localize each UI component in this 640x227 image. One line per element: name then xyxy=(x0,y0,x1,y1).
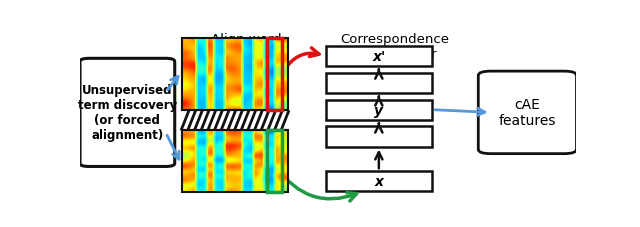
FancyBboxPatch shape xyxy=(478,72,577,154)
Text: cAE
features: cAE features xyxy=(499,98,556,128)
Bar xyxy=(326,73,432,93)
Bar xyxy=(326,47,432,67)
Bar xyxy=(267,39,282,111)
Bar xyxy=(182,39,288,111)
Text: Align word
pair frames: Align word pair frames xyxy=(208,32,284,60)
Text: Unsupervised
term discovery
(or forced
alignment): Unsupervised term discovery (or forced a… xyxy=(77,84,177,142)
Text: y: y xyxy=(374,103,383,117)
Text: x': x' xyxy=(372,49,385,64)
Bar xyxy=(326,171,432,192)
Bar xyxy=(326,100,432,120)
Text: Correspondence
autoencoder: Correspondence autoencoder xyxy=(340,32,449,60)
Bar xyxy=(267,131,282,192)
Text: x: x xyxy=(374,175,383,188)
FancyBboxPatch shape xyxy=(80,59,175,167)
Bar xyxy=(182,111,288,131)
Bar xyxy=(182,131,288,192)
Bar xyxy=(326,127,432,147)
